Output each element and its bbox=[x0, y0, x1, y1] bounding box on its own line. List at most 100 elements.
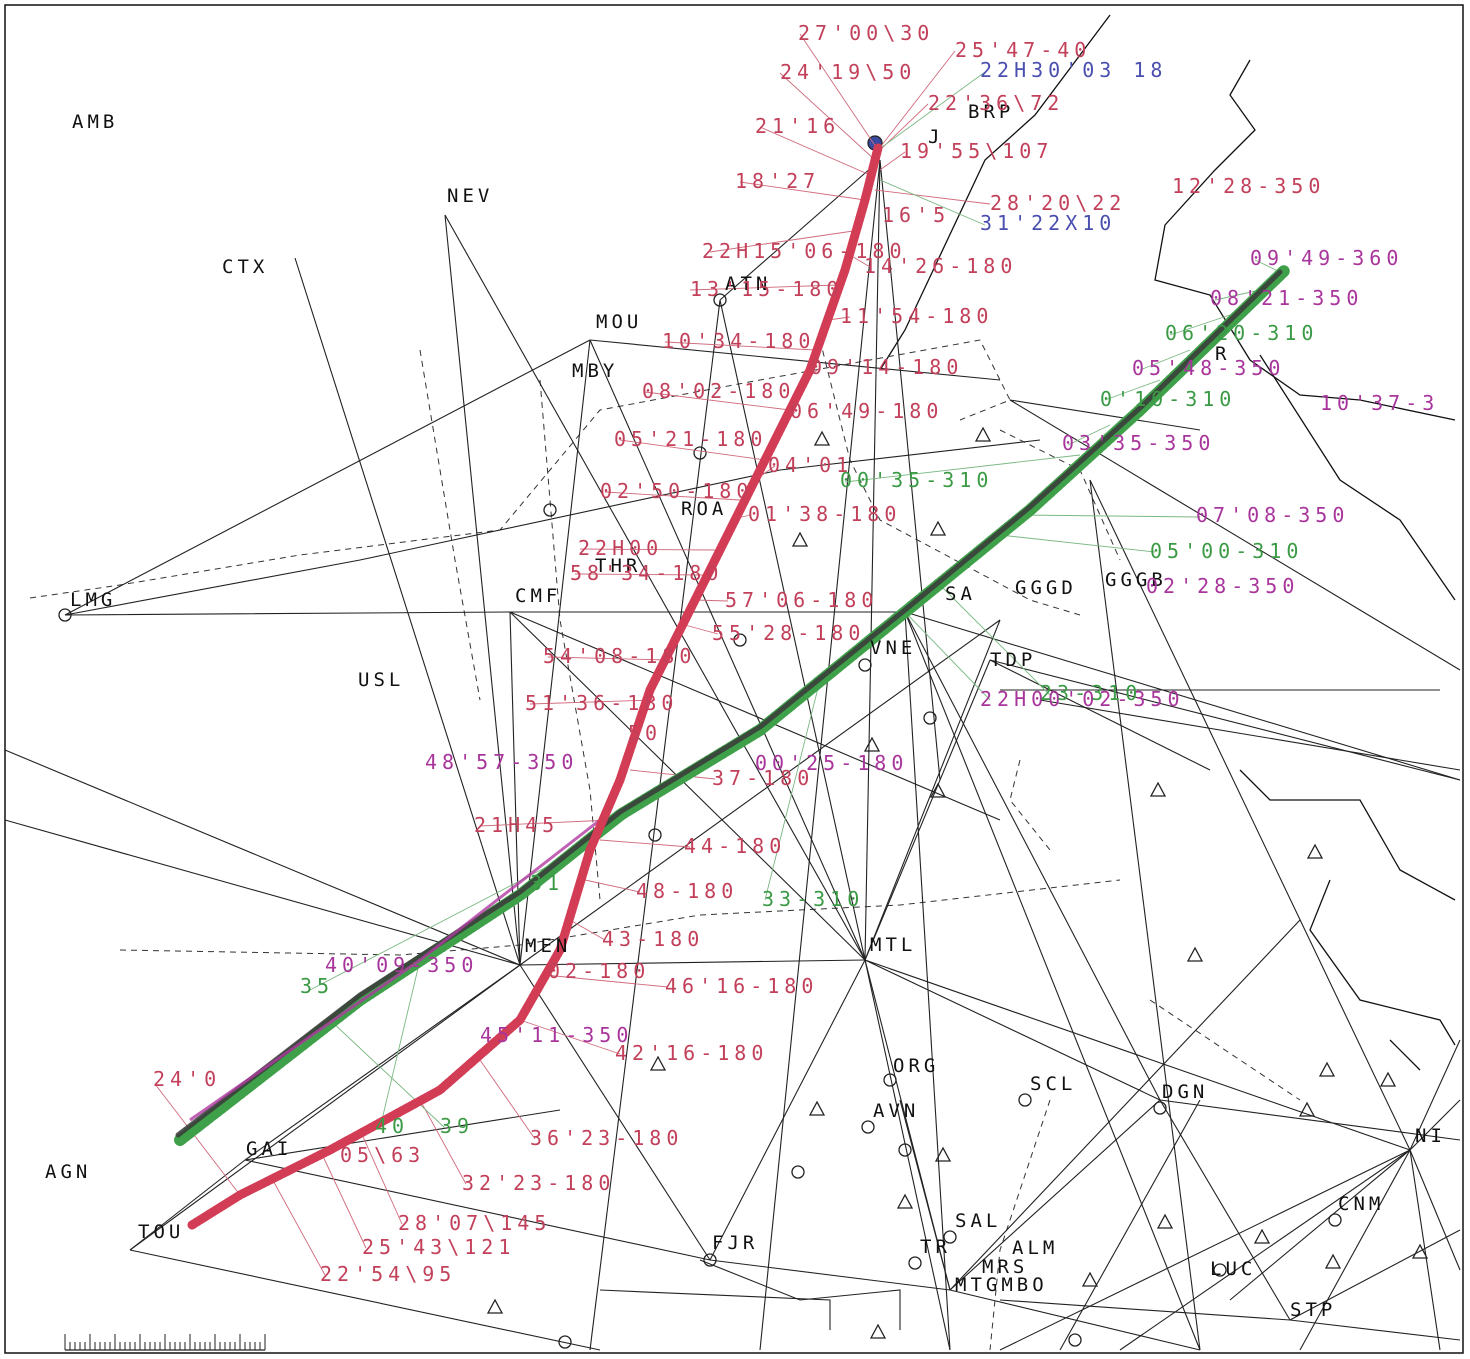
station-roa: ROA bbox=[681, 498, 727, 520]
station-r: R bbox=[1215, 343, 1230, 365]
station-scl: SCL bbox=[1030, 1073, 1076, 1095]
leader-line bbox=[319, 1149, 367, 1249]
station-lmg: LMG bbox=[70, 589, 116, 611]
red-label: 25'43\121 bbox=[362, 1235, 515, 1259]
red-label: 54'08-180 bbox=[543, 644, 696, 668]
leader-line bbox=[759, 126, 871, 176]
leader-line bbox=[154, 1083, 241, 1196]
leader-line bbox=[529, 699, 656, 705]
leader-line bbox=[599, 839, 691, 848]
station-gggd: GGGD bbox=[1015, 577, 1077, 599]
leader-line bbox=[939, 584, 1051, 696]
leader-line bbox=[879, 151, 906, 171]
station-tr: TR bbox=[920, 1236, 951, 1258]
red-label: 28'20\22 bbox=[990, 191, 1126, 215]
station-amb: AMB bbox=[72, 111, 118, 133]
red-label: 05'21-180 bbox=[614, 427, 767, 451]
green-label: 39 bbox=[440, 1114, 474, 1138]
leader-line bbox=[519, 1019, 621, 1055]
leader-line bbox=[1254, 259, 1281, 273]
station-nev: NEV bbox=[447, 185, 493, 207]
leader-line bbox=[999, 534, 1156, 553]
red-label: 22H15'06-180 bbox=[702, 239, 907, 263]
leader-line bbox=[359, 1129, 403, 1225]
station-cnm: CNM bbox=[1338, 1193, 1384, 1215]
green-label: 33-310 bbox=[762, 887, 864, 911]
track-red bbox=[187, 143, 883, 1230]
magenta-label: 02'28-350 bbox=[1146, 574, 1299, 598]
green-label: 06'20-310 bbox=[1165, 321, 1318, 345]
magenta-label: 05'48-350 bbox=[1132, 356, 1285, 380]
leader-line bbox=[269, 1174, 326, 1276]
station-tdp: TDP bbox=[990, 649, 1036, 671]
navaid-markers bbox=[58, 135, 1429, 1349]
red-label: 57'06-180 bbox=[725, 588, 878, 612]
leader-line bbox=[329, 1019, 446, 1129]
magenta-label: 09'49-360 bbox=[1250, 246, 1403, 270]
station-stp: STP bbox=[1290, 1299, 1336, 1321]
red-label: 21'16 bbox=[755, 114, 840, 138]
red-label: 19'55\107 bbox=[900, 139, 1053, 163]
station-brp: BRP bbox=[968, 101, 1014, 123]
leader-line bbox=[1019, 514, 1201, 518]
leader-line bbox=[877, 71, 986, 151]
station-vne: VNE bbox=[870, 637, 916, 659]
magenta-label: 48'57-350 bbox=[425, 750, 578, 774]
leader-line bbox=[1169, 314, 1231, 336]
station-cmf: CMF bbox=[515, 585, 561, 607]
station-usl: USL bbox=[358, 669, 404, 691]
leader-line bbox=[604, 491, 741, 501]
station-j: J bbox=[928, 126, 943, 148]
leader-line bbox=[904, 611, 991, 701]
leader-line bbox=[874, 189, 991, 205]
leader-line bbox=[419, 1099, 467, 1185]
station-agn: AGN bbox=[45, 1161, 91, 1183]
red-track-labels: 27'00\30 25'47-40 24'19\50 22'36\72 21'1… bbox=[153, 21, 1325, 1286]
station-mou: MOU bbox=[596, 311, 642, 333]
airways bbox=[4, 159, 1461, 1351]
red-label: 24'19\50 bbox=[780, 60, 916, 84]
leader-line bbox=[779, 72, 876, 161]
red-label: 22'36\72 bbox=[928, 91, 1064, 115]
leader-line bbox=[644, 391, 791, 411]
red-label: 12'28-350 bbox=[1172, 174, 1325, 198]
station-gggb: GGGB bbox=[1105, 569, 1167, 591]
leader-line bbox=[479, 1059, 536, 1140]
station-mtg: MTGMBO bbox=[955, 1274, 1048, 1296]
leader-line bbox=[1067, 424, 1111, 446]
leader-line bbox=[709, 229, 861, 253]
leader-line bbox=[764, 679, 821, 901]
station-men: MEN bbox=[525, 935, 571, 957]
blue-label: 31'22X10 bbox=[980, 211, 1116, 235]
red-label: 36'23-180 bbox=[530, 1126, 683, 1150]
station-mby: MBY bbox=[572, 360, 618, 382]
scale-bar bbox=[64, 1334, 266, 1351]
map-border bbox=[4, 4, 1464, 1354]
red-label: 21H45 bbox=[474, 813, 559, 837]
magenta-label: 40'09-350 bbox=[325, 953, 478, 977]
green-track-labels: 06'20-310 0'10-310 00'35-310 05'00-310 2… bbox=[300, 321, 1318, 1138]
red-label: 48-180 bbox=[636, 879, 738, 903]
red-label: 28'07\145 bbox=[398, 1211, 551, 1235]
magenta-label: 22H00'02-350 bbox=[980, 687, 1185, 711]
leader-line bbox=[1139, 349, 1191, 371]
track-magenta bbox=[189, 818, 601, 1122]
red-label: 13'15-180 bbox=[690, 277, 843, 301]
station-thr: THR bbox=[595, 555, 641, 577]
red-label: 22H00 bbox=[578, 536, 663, 560]
green-label: 40 bbox=[375, 1114, 409, 1138]
leader-line bbox=[844, 454, 1081, 483]
leader-line bbox=[569, 919, 606, 941]
leader-line bbox=[619, 439, 766, 461]
leader-line bbox=[584, 879, 641, 893]
station-alm: ALM bbox=[1012, 1237, 1058, 1259]
track-dark bbox=[175, 269, 1283, 1138]
coastline bbox=[879, 14, 1456, 1071]
station-sa: SA bbox=[945, 583, 976, 605]
leader-line bbox=[544, 974, 669, 988]
red-label: 08'02-180 bbox=[642, 379, 795, 403]
station-tou: TOU bbox=[138, 1221, 184, 1243]
leader-line bbox=[574, 573, 706, 576]
